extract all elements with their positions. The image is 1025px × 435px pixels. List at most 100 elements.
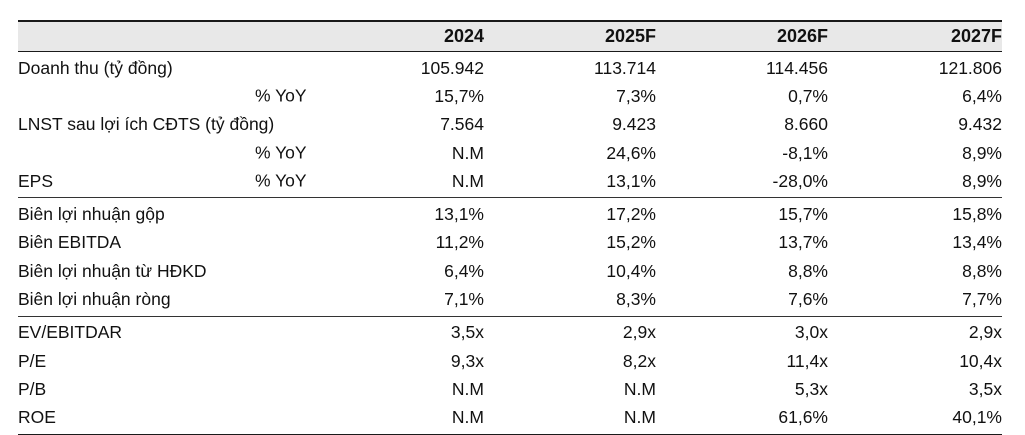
- header-year-2025f: 2025F: [604, 26, 656, 46]
- table-row: % YoY 15,7% 7,3% 0,7% 6,4%: [18, 82, 1002, 110]
- value-cell: 11,4x: [786, 350, 828, 371]
- table-row: P/B N.M N.M 5,3x 3,5x: [18, 375, 1002, 403]
- value-cell: 0,7%: [788, 85, 828, 106]
- value-cell: 6,4%: [444, 260, 484, 281]
- table-row: Biên lợi nhuận gộp 13,1% 17,2% 15,7% 15,8%: [18, 200, 1002, 228]
- value-cell: N.M: [451, 170, 484, 191]
- value-cell: 13,7%: [778, 232, 828, 253]
- value-cell: 105.942: [420, 57, 484, 78]
- value-cell: 2,9x: [968, 322, 1002, 343]
- table-row: % YoY N.M 24,6% -8,1% 8,9%: [18, 139, 1002, 167]
- row-label: LNST sau lợi ích CĐTS (tỷ đồng): [18, 114, 275, 135]
- financial-table: 2024 2025F 2026F 2027F Doanh thu (tỷ đồn…: [18, 20, 1002, 435]
- value-cell: 15,2%: [606, 232, 656, 253]
- value-cell: 7.564: [440, 114, 484, 135]
- row-label-cell: Biên lợi nhuận từ HĐKD: [18, 261, 318, 282]
- row-label: EPS: [18, 170, 54, 191]
- value-cell: 15,7%: [434, 85, 484, 106]
- row-label: Biên EBITDA: [18, 232, 122, 253]
- row-label: ROE: [18, 407, 56, 428]
- table-group: EV/EBITDAR 3,5x 2,9x 3,0x 2,9x P/E 9,3x 8,2x 11,…: [18, 315, 1002, 434]
- value-cell: 8,9%: [962, 170, 1002, 191]
- value-cell: 13,1%: [434, 204, 484, 225]
- value-cell: 40,1%: [952, 407, 1002, 428]
- table-bottom-rule: [18, 433, 1002, 435]
- value-cell: N.M: [623, 378, 656, 399]
- table-group: Biên lợi nhuận gộp 13,1% 17,2% 15,7% 15,8% Bi…: [18, 197, 1002, 315]
- table-row: EV/EBITDAR 3,5x 2,9x 3,0x 2,9x: [18, 319, 1002, 347]
- table-row: ROE N.M N.M 61,6% 40,1%: [18, 404, 1002, 432]
- value-cell: N.M: [451, 378, 484, 399]
- table-row: P/E 9,3x 8,2x 11,4x 10,4x: [18, 347, 1002, 375]
- value-cell: 11,2%: [435, 232, 484, 253]
- row-label-cell: P/E: [18, 351, 318, 372]
- table-row: LNST sau lợi ích CĐTS (tỷ đồng) 7.564 9.42…: [18, 111, 1002, 139]
- value-cell: 9.432: [958, 114, 1002, 135]
- value-cell: 17,2%: [606, 204, 656, 225]
- value-cell: 5,3x: [794, 378, 828, 399]
- value-cell: 15,8%: [952, 204, 1002, 225]
- value-cell: 113.714: [594, 57, 656, 78]
- row-label: Doanh thu (tỷ đồng): [18, 57, 173, 78]
- row-label-cell: ROE: [18, 407, 318, 428]
- row-sublabel: % YoY: [255, 85, 307, 106]
- value-cell: -8,1%: [782, 142, 828, 163]
- value-cell: 8,3%: [616, 289, 656, 310]
- header-year-2024: 2024: [443, 26, 484, 46]
- row-label: Biên lợi nhuận gộp: [18, 204, 165, 225]
- table-group: Doanh thu (tỷ đồng) 105.942 113.714 114.456…: [18, 52, 1002, 197]
- value-cell: 8,2x: [622, 350, 656, 371]
- value-cell: 10,4x: [959, 350, 1002, 371]
- row-label: EV/EBITDAR: [18, 322, 123, 343]
- row-label-cell: Biên lợi nhuận gộp: [18, 204, 318, 225]
- header-year-2026f: 2026F: [776, 26, 828, 46]
- row-sublabel: % YoY: [255, 170, 307, 191]
- value-cell: 24,6%: [606, 142, 656, 163]
- row-label: Biên lợi nhuận ròng: [18, 289, 171, 310]
- value-cell: 7,3%: [616, 85, 656, 106]
- value-cell: 3,5x: [968, 378, 1002, 399]
- table-row: Biên lợi nhuận ròng 7,1% 8,3% 7,6% 7,7%: [18, 285, 1002, 313]
- value-cell: 8,9%: [962, 142, 1002, 163]
- value-cell: 6,4%: [962, 85, 1002, 106]
- table-row: EPS % YoY N.M 13,1% -28,0% 8,9%: [18, 167, 1002, 195]
- row-label-cell: EV/EBITDAR: [18, 322, 318, 343]
- value-cell: N.M: [623, 407, 656, 428]
- value-cell: 9,3x: [450, 350, 484, 371]
- value-cell: 121.806: [938, 57, 1002, 78]
- row-label-cell: EPS % YoY: [18, 171, 318, 192]
- value-cell: 61,6%: [778, 407, 828, 428]
- value-cell: 10,4%: [606, 260, 656, 281]
- row-label-cell: Biên lợi nhuận ròng: [18, 289, 318, 310]
- table-header-row: 2024 2025F 2026F 2027F: [18, 22, 1002, 52]
- table-top-rule: [18, 20, 1002, 22]
- value-cell: 13,4%: [952, 232, 1002, 253]
- table-row: Doanh thu (tỷ đồng) 105.942 113.714 114.456…: [18, 54, 1002, 82]
- value-cell: 3,5x: [450, 322, 484, 343]
- header-year-2027f: 2027F: [950, 26, 1002, 46]
- value-cell: 8,8%: [962, 260, 1002, 281]
- value-cell: 9.423: [612, 114, 656, 135]
- value-cell: 3,0x: [794, 322, 828, 343]
- value-cell: 2,9x: [622, 322, 656, 343]
- value-cell: 8,8%: [788, 260, 828, 281]
- value-cell: -28,0%: [772, 170, 828, 191]
- row-label-cell: Doanh thu (tỷ đồng): [18, 58, 318, 79]
- value-cell: 13,1%: [606, 170, 656, 191]
- table-body: Doanh thu (tỷ đồng) 105.942 113.714 114.456…: [18, 52, 1002, 434]
- value-cell: 8.660: [784, 114, 828, 135]
- row-label: P/B: [18, 378, 47, 399]
- table-row: Biên EBITDA 11,2% 15,2% 13,7% 13,4%: [18, 229, 1002, 257]
- row-label-cell: LNST sau lợi ích CĐTS (tỷ đồng): [18, 114, 318, 135]
- row-label-cell: Biên EBITDA: [18, 232, 318, 253]
- value-cell: 7,1%: [444, 289, 484, 310]
- value-cell: 15,7%: [778, 204, 828, 225]
- row-sublabel: % YoY: [255, 142, 307, 163]
- value-cell: N.M: [451, 407, 484, 428]
- row-label-cell: P/B: [18, 379, 318, 400]
- value-cell: 114.456: [766, 57, 828, 78]
- value-cell: 7,7%: [962, 289, 1002, 310]
- table-row: Biên lợi nhuận từ HĐKD 6,4% 10,4% 8,8% 8,8%: [18, 257, 1002, 285]
- row-label: Biên lợi nhuận từ HĐKD: [18, 260, 207, 281]
- value-cell: 7,6%: [788, 289, 828, 310]
